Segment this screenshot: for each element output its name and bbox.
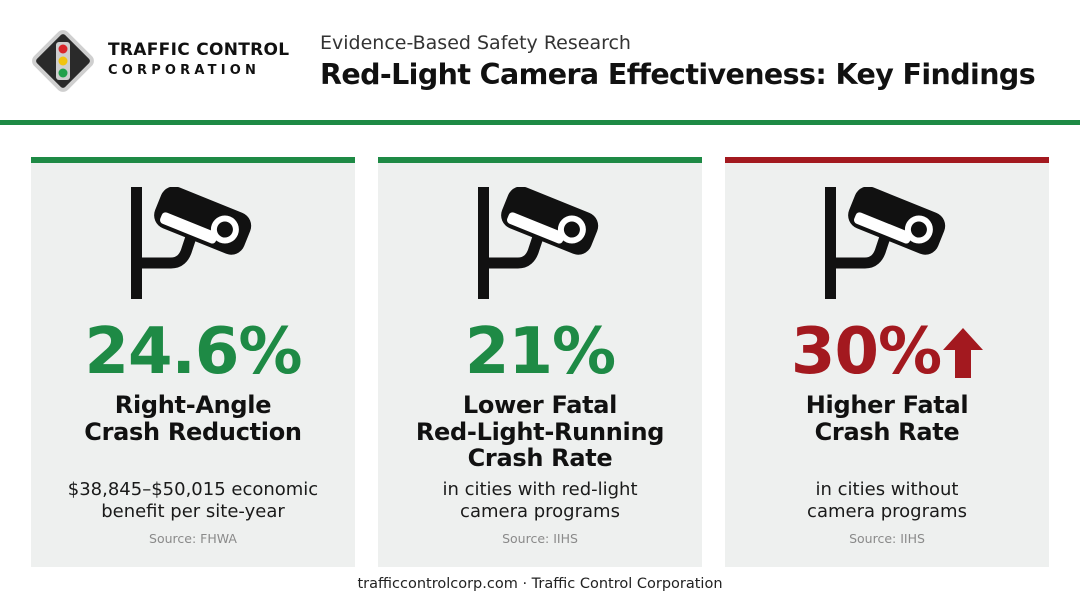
finding-description-line: in cities without <box>815 479 959 500</box>
stat-number: 30% <box>790 315 942 389</box>
finding-source: Source: IIHS <box>502 531 578 546</box>
stat-number: 24.6% <box>84 315 302 389</box>
page-subtitle: Evidence-Based Safety Research <box>320 32 631 54</box>
company-name-line1: TRAFFIC CONTROL <box>108 40 290 60</box>
finding-description-line: $38,845–$50,015 economic <box>67 479 319 500</box>
security-camera-icon <box>478 187 599 299</box>
finding-description-line: benefit per site-year <box>101 501 285 522</box>
finding-label: Right-Angle Crash Reduction <box>31 392 355 445</box>
finding-description: $38,845–$50,015 economic benefit per sit… <box>31 479 355 523</box>
finding-label: Higher Fatal Crash Rate <box>725 392 1049 445</box>
finding-label-line: Red-Light-Running <box>415 417 665 446</box>
card-accent-bar <box>31 157 355 163</box>
card-accent-bar <box>378 157 702 163</box>
finding-label: Lower Fatal Red-Light-Running Crash Rate <box>378 392 702 472</box>
finding-description-line: camera programs <box>807 501 967 522</box>
card-accent-bar <box>725 157 1049 163</box>
finding-label-line: Higher Fatal <box>805 391 969 419</box>
company-name-line2: CORPORATION <box>108 63 261 78</box>
header: TRAFFIC CONTROL CORPORATION Evidence-Bas… <box>0 0 1080 120</box>
finding-card-higher-fatal: 30% Higher Fatal Crash Rate in cities wi… <box>725 157 1049 567</box>
finding-label-line: Lower Fatal <box>462 391 618 419</box>
traffic-light-logo-icon <box>32 30 94 92</box>
footer-text: trafficcontrolcorp.com · Traffic Control… <box>357 576 723 592</box>
finding-description-line: in cities with red-light <box>442 479 638 500</box>
finding-source: Source: FHWA <box>149 531 237 546</box>
up-arrow-icon <box>943 328 984 378</box>
finding-card-lower-fatal: 21% Lower Fatal Red-Light-Running Crash … <box>378 157 702 567</box>
finding-card-right-angle: 24.6% Right-Angle Crash Reduction $38,84… <box>31 157 355 567</box>
stat-value: 30% <box>725 314 1049 390</box>
security-camera-icon <box>131 187 252 299</box>
header-divider <box>0 120 1080 125</box>
finding-label-line: Crash Rate <box>467 444 613 472</box>
company-name: TRAFFIC CONTROL CORPORATION <box>108 40 290 78</box>
finding-label-line: Crash Rate <box>814 417 960 446</box>
stat-value: 21% <box>378 314 702 390</box>
stat-number: 21% <box>464 315 616 389</box>
finding-source: Source: IIHS <box>849 531 925 546</box>
page-title: Red-Light Camera Effectiveness: Key Find… <box>320 58 1036 91</box>
finding-description-line: camera programs <box>460 501 620 522</box>
finding-label-line: Right-Angle <box>114 391 272 419</box>
stat-value: 24.6% <box>31 314 355 390</box>
security-camera-icon <box>825 187 946 299</box>
finding-description: in cities with red-light camera programs <box>378 479 702 523</box>
finding-description: in cities without camera programs <box>725 479 1049 523</box>
finding-label-line: Crash Reduction <box>84 417 302 446</box>
